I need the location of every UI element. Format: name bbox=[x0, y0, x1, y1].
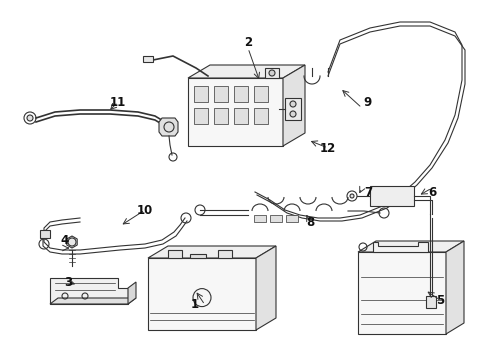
Polygon shape bbox=[214, 86, 227, 102]
Polygon shape bbox=[357, 241, 463, 252]
Polygon shape bbox=[256, 246, 275, 330]
Polygon shape bbox=[168, 250, 182, 258]
Text: 9: 9 bbox=[363, 95, 371, 108]
Polygon shape bbox=[357, 252, 445, 334]
Polygon shape bbox=[253, 215, 265, 222]
Polygon shape bbox=[214, 108, 227, 124]
Text: 6: 6 bbox=[427, 185, 435, 198]
Polygon shape bbox=[40, 230, 50, 238]
Text: 11: 11 bbox=[110, 95, 126, 108]
Polygon shape bbox=[148, 246, 275, 258]
Text: 2: 2 bbox=[244, 36, 251, 49]
Polygon shape bbox=[283, 65, 305, 146]
Polygon shape bbox=[159, 118, 178, 136]
Polygon shape bbox=[264, 68, 279, 78]
Polygon shape bbox=[50, 278, 128, 304]
Circle shape bbox=[349, 194, 353, 198]
Text: 1: 1 bbox=[190, 298, 199, 311]
Polygon shape bbox=[142, 56, 153, 62]
Polygon shape bbox=[369, 186, 413, 206]
Text: 5: 5 bbox=[435, 293, 443, 306]
Polygon shape bbox=[128, 282, 136, 304]
Circle shape bbox=[268, 70, 274, 76]
Polygon shape bbox=[190, 254, 205, 258]
Polygon shape bbox=[187, 65, 305, 78]
Polygon shape bbox=[234, 108, 247, 124]
Polygon shape bbox=[372, 242, 427, 252]
Text: 4: 4 bbox=[61, 234, 69, 247]
Circle shape bbox=[289, 111, 295, 117]
Polygon shape bbox=[445, 241, 463, 334]
Polygon shape bbox=[285, 98, 301, 120]
Circle shape bbox=[289, 101, 295, 107]
Polygon shape bbox=[253, 86, 267, 102]
Polygon shape bbox=[194, 108, 207, 124]
Text: 3: 3 bbox=[64, 275, 72, 288]
Polygon shape bbox=[194, 86, 207, 102]
Polygon shape bbox=[234, 86, 247, 102]
Polygon shape bbox=[218, 250, 231, 258]
Polygon shape bbox=[67, 236, 77, 248]
Polygon shape bbox=[425, 296, 435, 308]
Polygon shape bbox=[148, 258, 256, 330]
Polygon shape bbox=[269, 215, 282, 222]
Text: 12: 12 bbox=[319, 141, 335, 154]
Text: 7: 7 bbox=[363, 185, 371, 198]
Text: 8: 8 bbox=[305, 216, 313, 229]
Polygon shape bbox=[50, 298, 136, 304]
Circle shape bbox=[27, 115, 33, 121]
Polygon shape bbox=[253, 108, 267, 124]
Text: 10: 10 bbox=[137, 203, 153, 216]
Polygon shape bbox=[285, 215, 297, 222]
Polygon shape bbox=[187, 78, 283, 146]
